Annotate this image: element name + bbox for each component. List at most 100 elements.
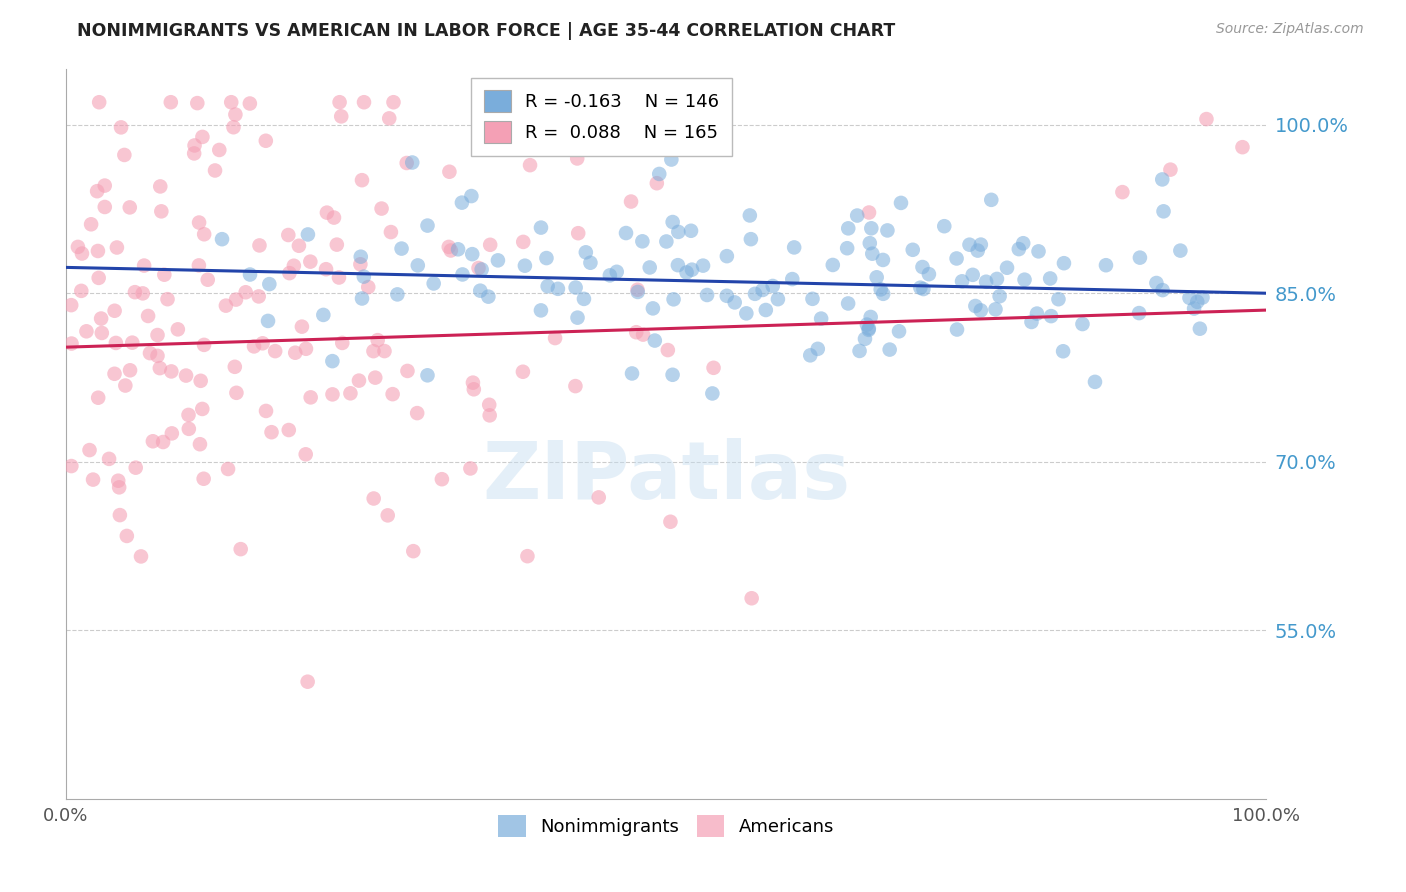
Point: [252, 336, 274, 351]
Text: NONIMMIGRANTS VS AMERICAN IN LABOR FORCE | AGE 35-44 CORRELATION CHART: NONIMMIGRANTS VS AMERICAN IN LABOR FORCE…: [77, 22, 896, 40]
Point: [859, 236, 882, 251]
Point: [382, 95, 405, 110]
Point: [530, 220, 553, 235]
Point: [257, 314, 280, 328]
Point: [193, 472, 215, 486]
Point: [363, 491, 385, 506]
Point: [980, 193, 1002, 207]
Point: [66, 240, 89, 254]
Point: [197, 273, 219, 287]
Point: [87, 244, 110, 258]
Point: [783, 240, 806, 254]
Point: [1008, 242, 1031, 256]
Point: [1178, 291, 1201, 305]
Point: [599, 268, 621, 283]
Point: [910, 281, 932, 295]
Point: [177, 408, 200, 422]
Point: [530, 303, 553, 318]
Point: [702, 386, 724, 401]
Point: [402, 544, 425, 558]
Point: [679, 224, 702, 238]
Point: [87, 391, 110, 405]
Point: [370, 202, 392, 216]
Point: [741, 591, 763, 606]
Point: [156, 292, 179, 306]
Point: [645, 176, 668, 190]
Point: [675, 265, 697, 279]
Point: [724, 295, 747, 310]
Point: [215, 299, 238, 313]
Point: [174, 368, 197, 383]
Point: [470, 284, 492, 298]
Point: [118, 363, 141, 377]
Point: [447, 242, 470, 256]
Point: [984, 302, 1007, 317]
Point: [846, 209, 869, 223]
Point: [1052, 344, 1074, 359]
Point: [575, 245, 598, 260]
Point: [104, 303, 127, 318]
Point: [225, 385, 247, 400]
Point: [950, 274, 973, 288]
Point: [82, 473, 104, 487]
Point: [837, 241, 859, 255]
Point: [451, 195, 474, 210]
Point: [735, 306, 758, 320]
Point: [1111, 185, 1133, 199]
Point: [395, 156, 418, 170]
Point: [966, 244, 988, 258]
Text: Source: ZipAtlas.com: Source: ZipAtlas.com: [1216, 22, 1364, 37]
Point: [661, 215, 683, 229]
Point: [239, 268, 262, 282]
Point: [229, 542, 252, 557]
Point: [512, 365, 534, 379]
Point: [588, 116, 610, 130]
Point: [224, 359, 246, 374]
Point: [638, 260, 661, 275]
Point: [567, 152, 589, 166]
Point: [217, 462, 239, 476]
Point: [641, 301, 664, 316]
Point: [312, 308, 335, 322]
Point: [544, 331, 567, 345]
Point: [471, 262, 494, 277]
Point: [134, 259, 156, 273]
Point: [860, 246, 883, 260]
Point: [901, 243, 924, 257]
Point: [108, 480, 131, 494]
Point: [879, 343, 901, 357]
Point: [259, 277, 281, 292]
Point: [297, 227, 319, 242]
Point: [837, 221, 859, 235]
Point: [1153, 204, 1175, 219]
Point: [799, 348, 821, 362]
Point: [858, 321, 880, 335]
Point: [136, 309, 159, 323]
Point: [235, 285, 257, 300]
Point: [129, 549, 152, 564]
Point: [239, 96, 262, 111]
Point: [659, 515, 682, 529]
Point: [620, 194, 643, 209]
Point: [621, 367, 644, 381]
Point: [460, 461, 482, 475]
Point: [150, 204, 173, 219]
Point: [477, 290, 499, 304]
Point: [934, 219, 956, 234]
Point: [159, 95, 181, 110]
Point: [911, 260, 934, 274]
Point: [89, 95, 111, 110]
Point: [614, 226, 637, 240]
Point: [191, 129, 214, 144]
Point: [648, 167, 671, 181]
Point: [858, 323, 880, 337]
Point: [60, 458, 83, 473]
Point: [988, 289, 1011, 303]
Point: [416, 219, 439, 233]
Point: [666, 225, 689, 239]
Point: [853, 332, 876, 346]
Point: [187, 259, 209, 273]
Text: ZIPatlas: ZIPatlas: [482, 439, 851, 516]
Point: [1021, 315, 1043, 329]
Point: [125, 460, 148, 475]
